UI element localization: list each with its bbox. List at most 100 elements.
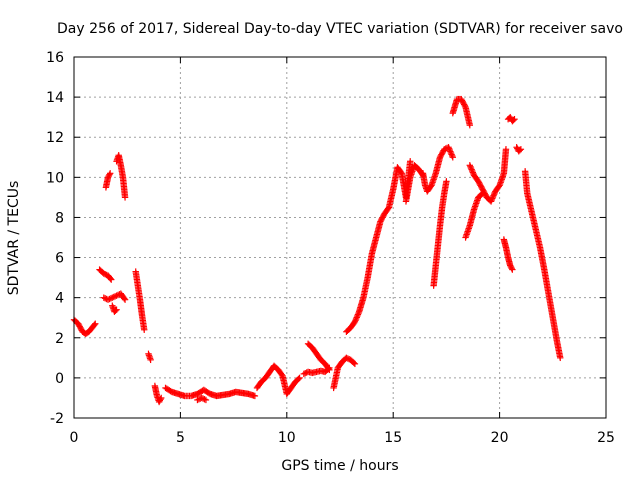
data-point [516, 147, 524, 154]
x-tick-label: 15 [384, 430, 402, 446]
data-point [251, 392, 259, 400]
data-point [446, 146, 453, 154]
data-point [447, 149, 455, 157]
data-point [478, 191, 485, 198]
data-point [113, 292, 120, 299]
data-point [202, 396, 210, 404]
y-tick-label: 10 [46, 170, 64, 186]
y-tick-label: 6 [55, 251, 64, 267]
data-point [445, 144, 452, 151]
data-point [108, 276, 115, 283]
x-tick-label: 20 [491, 430, 509, 446]
data-point [107, 295, 115, 302]
data-point [141, 326, 148, 333]
data-point [510, 116, 517, 124]
data-point [490, 192, 497, 199]
data-point [469, 169, 477, 176]
x-tick-label: 0 [70, 430, 79, 446]
data-point [100, 294, 107, 301]
data-point [113, 306, 120, 313]
data-point [467, 163, 474, 170]
data-point [447, 148, 454, 155]
data-point [517, 146, 525, 153]
data-points [70, 95, 564, 406]
data-point [300, 370, 308, 378]
data-point [489, 193, 497, 201]
data-point [106, 170, 114, 177]
x-tick-label: 5 [176, 430, 185, 446]
data-point [508, 265, 515, 272]
data-point [448, 152, 456, 160]
data-point [351, 360, 359, 368]
data-point [557, 354, 564, 362]
data-point [296, 374, 303, 382]
data-point [354, 311, 362, 318]
grid-lines [74, 57, 606, 418]
x-tick-label: 10 [278, 430, 296, 446]
data-point [445, 145, 453, 152]
data-point [326, 364, 333, 372]
y-tick-label: 8 [55, 210, 64, 226]
data-point [157, 396, 164, 403]
data-point [121, 295, 128, 302]
data-point [461, 102, 469, 110]
y-tick-label: 12 [46, 130, 64, 146]
data-point [91, 321, 98, 328]
data-point [343, 354, 350, 362]
data-point [407, 158, 414, 165]
data-point [195, 396, 203, 403]
data-point [194, 396, 201, 404]
y-tick-label: 16 [46, 50, 64, 66]
y-tick-label: -2 [50, 411, 64, 427]
data-point [466, 121, 474, 129]
data-point [102, 295, 109, 302]
data-point [353, 314, 360, 321]
y-tick-label: 4 [55, 291, 64, 307]
y-axis-label: SDTVAR / TECUs [6, 181, 22, 296]
data-point [469, 167, 476, 175]
data-point [158, 394, 165, 402]
data-point [443, 178, 450, 185]
data-point [100, 270, 107, 277]
data-point [488, 196, 495, 204]
data-point [102, 271, 109, 278]
x-tick-labels: 0 5 10 15 20 25 [70, 430, 615, 446]
data-point [487, 198, 495, 205]
data-point [109, 294, 116, 301]
data-point [355, 309, 362, 317]
data-point [344, 355, 352, 362]
data-point [352, 315, 360, 323]
data-point [121, 296, 129, 303]
data-point [302, 370, 309, 377]
data-point [106, 171, 113, 178]
axis-ticks [73, 56, 607, 419]
data-point [449, 154, 456, 161]
y-tick-label: 0 [55, 371, 64, 387]
y-tick-label: 14 [46, 90, 64, 106]
data-point [201, 396, 208, 403]
data-point [448, 151, 455, 158]
data-point [467, 164, 475, 172]
data-point [350, 359, 358, 367]
data-point [198, 394, 205, 402]
data-point [107, 275, 114, 282]
data-point [110, 293, 117, 301]
data-point [106, 295, 113, 303]
y-tick-labels: -2 0 2 4 6 8 10 12 14 16 [46, 50, 64, 427]
data-point [511, 115, 518, 123]
y-tick-label: 2 [55, 331, 64, 347]
data-point [92, 320, 99, 327]
data-point [295, 375, 302, 383]
chart-title: Day 256 of 2017, Sidereal Day-to-day VTE… [57, 21, 623, 37]
data-point [111, 293, 119, 300]
plot-frame [73, 56, 607, 419]
x-axis-label: GPS time / hours [281, 458, 398, 474]
data-point [147, 356, 154, 364]
data-point [502, 146, 510, 153]
data-point [199, 395, 207, 402]
data-point [325, 365, 332, 373]
data-point [490, 191, 498, 198]
data-point [351, 318, 359, 325]
data-point [479, 190, 486, 197]
